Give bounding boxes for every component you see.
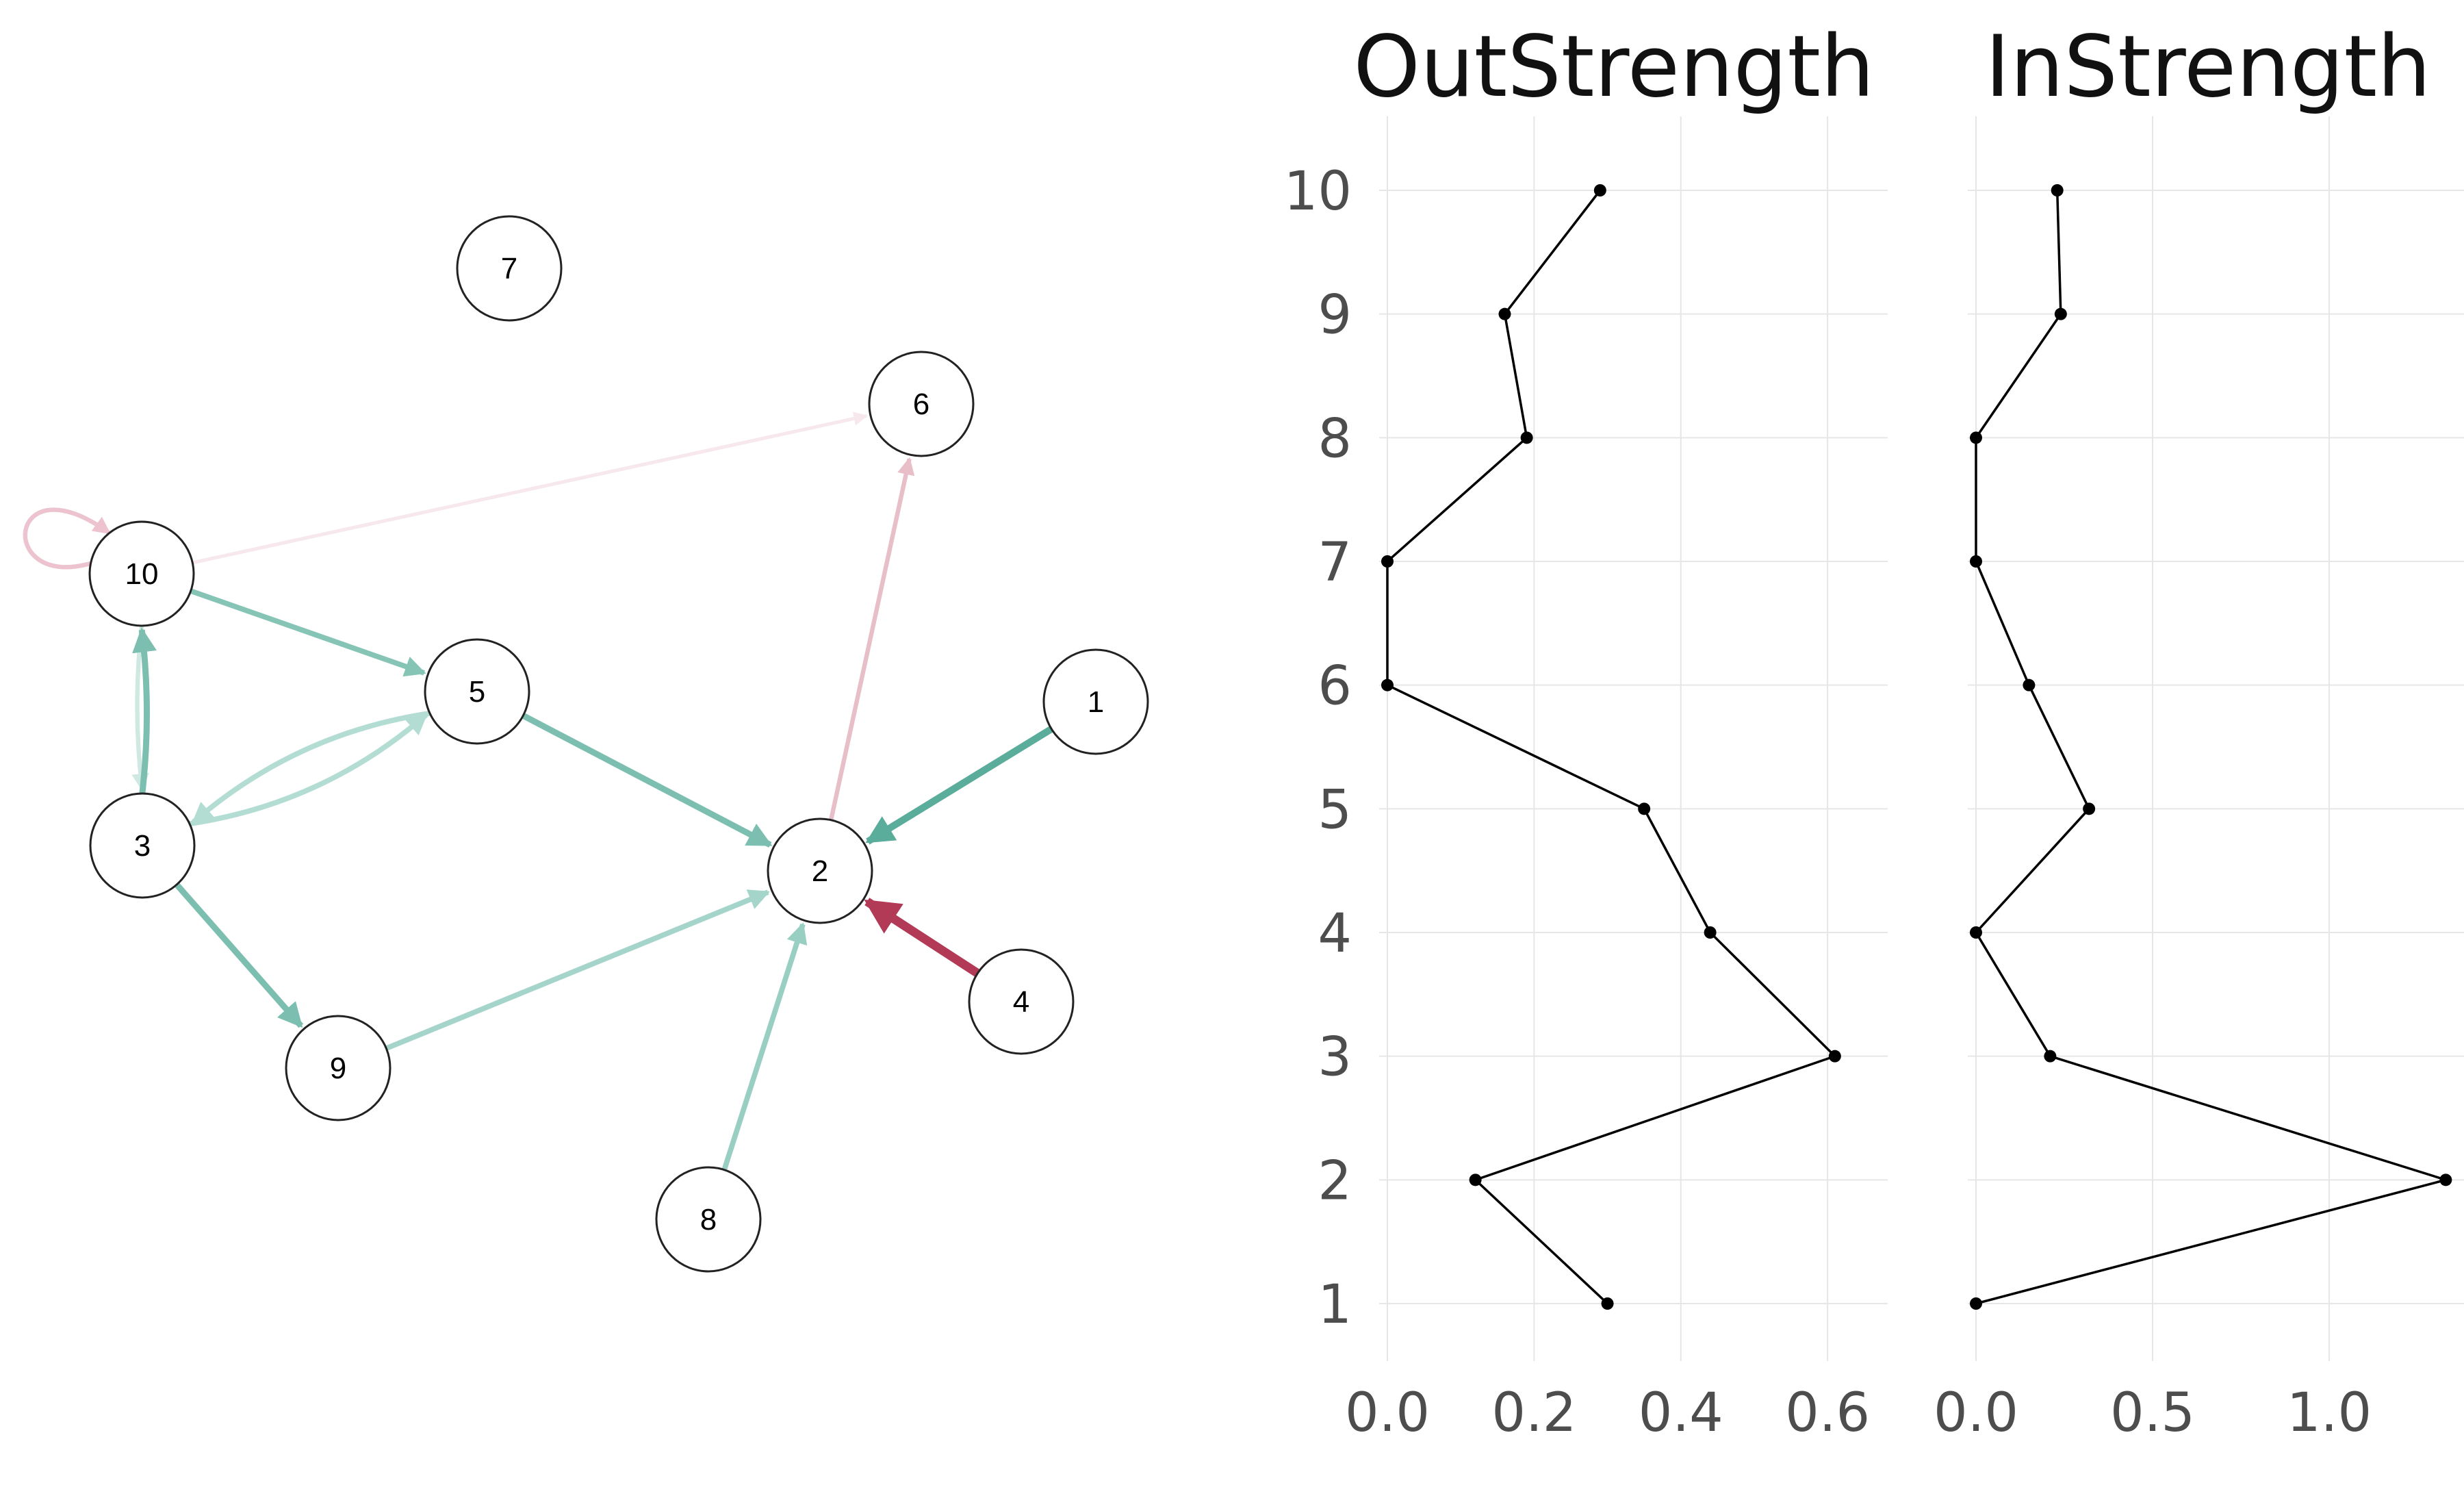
node-4-label: 4: [1013, 985, 1029, 1019]
outstrength-ytick-7: 7: [1318, 532, 1352, 594]
outstrength-ytick-9: 9: [1318, 285, 1352, 346]
edge-3-to-5: [189, 713, 428, 827]
outstrength-xtick-0.4: 0.4: [1639, 1382, 1723, 1444]
instrength-xtick-1.0: 1.0: [2287, 1382, 2372, 1444]
outstrength-ytick-8: 8: [1318, 408, 1352, 470]
outstrength-point-8: [1520, 431, 1533, 444]
outstrength-ytick-6: 6: [1318, 656, 1352, 718]
outstrength-panel: OutStrength 1 2 3 4 5 6 7 8 9 10 0.0 0.2 0.4 0.6: [1284, 18, 1888, 1444]
instrength-point-9: [2054, 307, 2067, 320]
edge-5-to-2: [522, 713, 773, 848]
node-3: 3: [89, 792, 196, 899]
node-3-circle: [89, 792, 196, 899]
outstrength-ytick-3: 3: [1318, 1027, 1352, 1089]
outstrength-point-2: [1469, 1173, 1482, 1186]
outstrength-ytick-1: 1: [1318, 1274, 1352, 1336]
outstrength-xtick-0.6: 0.6: [1785, 1382, 1870, 1444]
instrength-point-2: [2439, 1173, 2452, 1186]
outstrength-point-1: [1601, 1297, 1614, 1310]
instrength-point-4: [1970, 926, 1982, 939]
edge-5-to-3: [191, 710, 431, 824]
node-8-label: 8: [700, 1203, 717, 1236]
edge-10-to-5: [190, 588, 426, 677]
outstrength-xtick-0.0: 0.0: [1345, 1382, 1430, 1444]
edge-2-to-6: [828, 457, 915, 821]
node-8: 8: [655, 1166, 762, 1273]
outstrength-title: OutStrength: [1353, 18, 1874, 116]
node-1-circle: [1042, 648, 1149, 755]
node-7-circle: [456, 215, 563, 322]
node-2: 2: [767, 817, 873, 924]
edge-10-to-10: [23, 507, 111, 570]
outstrength-y-ticks: 1 2 3 4 5 6 7 8 9 10: [1284, 161, 1352, 1336]
instrength-point-5: [2083, 802, 2096, 815]
node-10: 10: [88, 520, 195, 627]
outstrength-line: [1386, 189, 1838, 1305]
outstrength-point-5: [1638, 802, 1651, 815]
edge-10-to-6: [192, 411, 868, 565]
node-5-circle: [424, 638, 530, 745]
outstrength-xtick-0.2: 0.2: [1491, 1382, 1576, 1444]
node-3-label: 3: [134, 829, 151, 863]
node-6-circle: [868, 351, 975, 457]
edge-9-to-2: [385, 889, 770, 1051]
node-7-label: 7: [501, 252, 517, 285]
outstrength-series: [1381, 184, 1841, 1310]
instrength-line: [1974, 190, 2450, 1305]
outstrength-ytick-2: 2: [1318, 1150, 1352, 1212]
network-graph: 1 2 3 4 5 6 7 8 9 10: [23, 215, 1149, 1273]
node-4-circle: [968, 948, 1075, 1055]
outstrength-point-3: [1828, 1050, 1841, 1063]
instrength-xtick-0.5: 0.5: [2110, 1382, 2195, 1444]
network-edges: [23, 411, 1053, 1171]
node-5-label: 5: [469, 675, 485, 709]
outstrength-point-7: [1381, 555, 1394, 568]
node-8-circle: [655, 1166, 762, 1273]
node-2-circle: [767, 817, 873, 924]
outstrength-x-ticks: 0.0 0.2 0.4 0.6: [1345, 1382, 1870, 1444]
instrength-series: [1970, 184, 2452, 1310]
edge-1-to-2: [865, 726, 1053, 845]
node-7: 7: [456, 215, 563, 322]
node-2-label: 2: [812, 854, 828, 888]
edge-4-to-2: [864, 898, 980, 978]
node-9: 9: [285, 1015, 392, 1121]
instrength-x-ticks: 0.0 0.5 1.0: [1934, 1382, 2372, 1444]
outstrength-point-4: [1704, 926, 1717, 939]
edge-3-to-9: [174, 883, 304, 1028]
instrength-point-8: [1970, 431, 1982, 444]
outstrength-point-6: [1381, 678, 1394, 691]
instrength-point-1: [1970, 1297, 1982, 1310]
instrength-xtick-0.0: 0.0: [1934, 1382, 2018, 1444]
edge-8-to-2: [721, 922, 808, 1171]
node-1: 1: [1042, 648, 1149, 755]
node-5: 5: [424, 638, 530, 745]
node-10-circle: [88, 520, 195, 627]
node-10-label: 10: [125, 557, 159, 591]
node-4: 4: [968, 948, 1075, 1055]
node-6-label: 6: [913, 388, 929, 421]
node-9-circle: [285, 1015, 392, 1121]
outstrength-point-10: [1593, 184, 1606, 196]
node-9-label: 9: [330, 1052, 346, 1085]
edge-3-to-10: [132, 627, 157, 794]
node-1-label: 1: [1088, 685, 1104, 719]
outstrength-point-9: [1498, 307, 1511, 320]
network-nodes: 1 2 3 4 5 6 7 8 9 10: [88, 215, 1149, 1273]
outstrength-grid: [1379, 116, 1888, 1361]
instrength-panel: InStrength 0.0 0.5 1.0: [1934, 18, 2464, 1444]
outstrength-ytick-5: 5: [1318, 779, 1352, 841]
instrength-point-7: [1970, 555, 1982, 568]
instrength-grid: [1968, 116, 2464, 1361]
outstrength-ytick-10: 10: [1284, 161, 1352, 223]
instrength-title: InStrength: [1985, 18, 2431, 116]
node-6: 6: [868, 351, 975, 457]
outstrength-ytick-4: 4: [1318, 903, 1352, 965]
instrength-point-10: [2051, 184, 2064, 196]
instrength-point-6: [2023, 678, 2036, 691]
instrength-point-3: [2044, 1050, 2057, 1063]
